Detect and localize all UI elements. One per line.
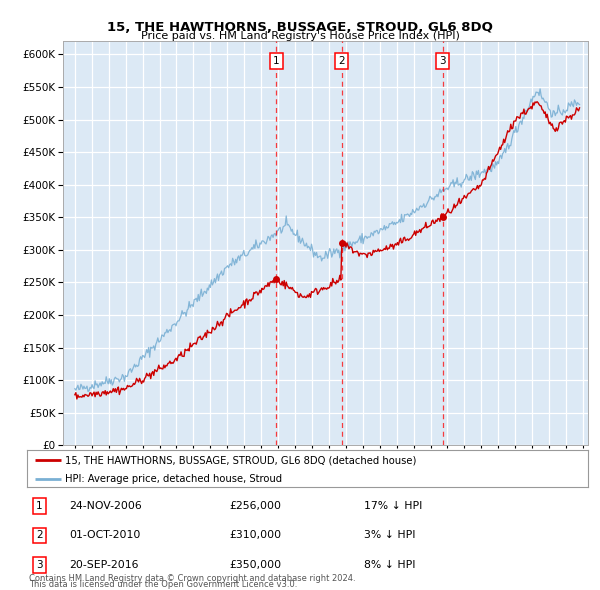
- Text: 3: 3: [36, 560, 43, 570]
- Text: 17% ↓ HPI: 17% ↓ HPI: [364, 501, 422, 511]
- Text: 1: 1: [36, 501, 43, 511]
- Text: 8% ↓ HPI: 8% ↓ HPI: [364, 560, 415, 570]
- Text: £350,000: £350,000: [229, 560, 281, 570]
- Text: Contains HM Land Registry data © Crown copyright and database right 2024.: Contains HM Land Registry data © Crown c…: [29, 574, 355, 583]
- Text: 20-SEP-2016: 20-SEP-2016: [69, 560, 139, 570]
- Text: HPI: Average price, detached house, Stroud: HPI: Average price, detached house, Stro…: [65, 474, 282, 484]
- Text: £256,000: £256,000: [229, 501, 281, 511]
- Text: 2: 2: [338, 56, 345, 66]
- Text: £310,000: £310,000: [229, 530, 281, 540]
- Text: This data is licensed under the Open Government Licence v3.0.: This data is licensed under the Open Gov…: [29, 581, 297, 589]
- Text: 15, THE HAWTHORNS, BUSSAGE, STROUD, GL6 8DQ (detached house): 15, THE HAWTHORNS, BUSSAGE, STROUD, GL6 …: [65, 455, 416, 466]
- Text: 3% ↓ HPI: 3% ↓ HPI: [364, 530, 415, 540]
- Text: 1: 1: [273, 56, 280, 66]
- Text: 3: 3: [439, 56, 446, 66]
- Text: Price paid vs. HM Land Registry's House Price Index (HPI): Price paid vs. HM Land Registry's House …: [140, 31, 460, 41]
- Text: 15, THE HAWTHORNS, BUSSAGE, STROUD, GL6 8DQ: 15, THE HAWTHORNS, BUSSAGE, STROUD, GL6 …: [107, 21, 493, 34]
- Text: 24-NOV-2006: 24-NOV-2006: [69, 501, 142, 511]
- Text: 2: 2: [36, 530, 43, 540]
- Text: 01-OCT-2010: 01-OCT-2010: [69, 530, 140, 540]
